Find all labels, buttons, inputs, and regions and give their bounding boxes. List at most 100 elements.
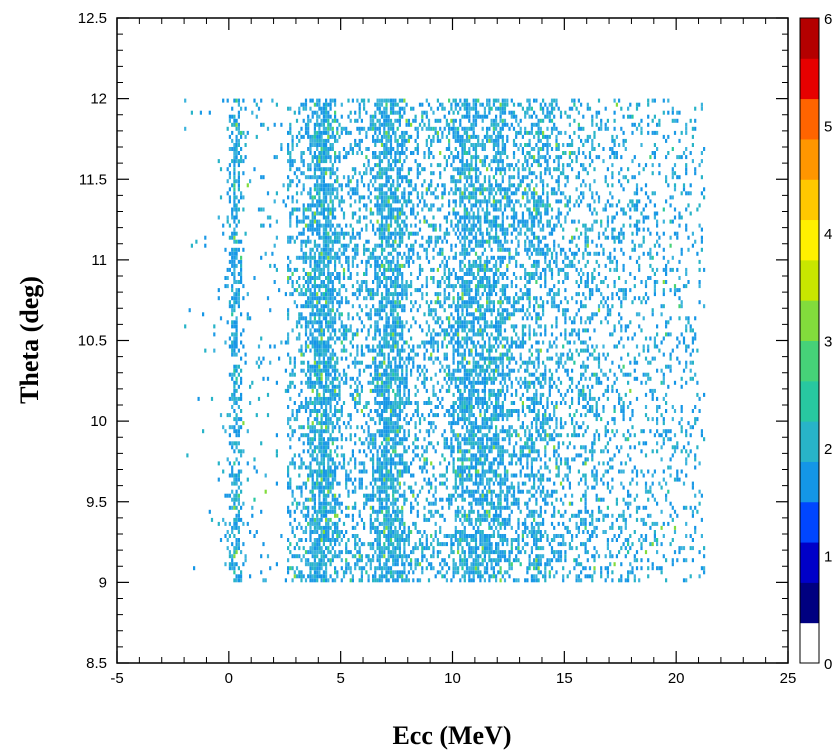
heatmap-cell: [401, 328, 404, 333]
heatmap-cell: [358, 554, 361, 559]
heatmap-cell: [325, 380, 328, 385]
heatmap-cell: [367, 445, 370, 450]
heatmap-cell: [378, 433, 381, 438]
heatmap-cell: [298, 255, 301, 260]
heatmap-cell: [410, 199, 413, 204]
heatmap-cell: [325, 372, 328, 377]
heatmap-cell: [311, 292, 314, 297]
heatmap-cell: [217, 477, 220, 482]
heatmap-cell: [295, 183, 299, 188]
heatmap-cell: [436, 348, 439, 353]
heatmap-cell: [410, 179, 413, 184]
heatmap-cell: [291, 409, 294, 413]
heatmap-cell: [287, 332, 290, 337]
heatmap-cell: [316, 130, 319, 135]
heatmap-cell: [316, 360, 319, 365]
heatmap-cell: [322, 505, 325, 510]
heatmap-cell: [313, 110, 316, 115]
heatmap-cell: [401, 320, 404, 325]
heatmap-cell: [307, 417, 310, 422]
heatmap-cell: [338, 122, 341, 127]
heatmap-cell: [307, 163, 310, 168]
heatmap-cell: [405, 215, 408, 220]
heatmap-cell: [407, 183, 410, 188]
heatmap-cell: [307, 405, 310, 409]
heatmap-cell: [387, 542, 390, 547]
heatmap-cell: [372, 211, 375, 216]
heatmap-cell: [376, 102, 379, 107]
heatmap-cell: [287, 469, 290, 474]
heatmap-cell: [425, 255, 428, 260]
heatmap-cell: [398, 380, 401, 385]
heatmap-cell: [336, 251, 339, 256]
heatmap-cell: [233, 409, 236, 413]
heatmap-cell: [457, 388, 460, 393]
heatmap-cell: [389, 405, 393, 409]
heatmap-cell: [416, 276, 419, 280]
heatmap-cell: [284, 340, 287, 345]
heatmap-cell: [327, 445, 330, 450]
heatmap-cell: [300, 324, 303, 329]
heatmap-cell: [327, 114, 330, 119]
heatmap-cell: [396, 513, 399, 518]
heatmap-cell: [342, 453, 346, 458]
heatmap-cell: [313, 360, 316, 365]
heatmap-cell: [401, 195, 404, 200]
heatmap-cell: [445, 316, 448, 321]
heatmap-cell: [410, 231, 413, 236]
heatmap-cell: [405, 372, 408, 377]
heatmap-cell: [416, 344, 419, 349]
heatmap-cell: [383, 401, 386, 405]
heatmap-cell: [443, 267, 446, 272]
heatmap-cell: [414, 239, 417, 244]
heatmap-cell: [338, 461, 341, 466]
heatmap-cell: [336, 525, 339, 530]
heatmap-cell: [434, 356, 437, 361]
heatmap-cell: [293, 546, 296, 551]
heatmap-cell: [237, 138, 240, 143]
heatmap-cell: [271, 98, 274, 103]
heatmap-cell: [304, 405, 308, 409]
heatmap-cell: [320, 396, 323, 401]
heatmap-cell: [445, 122, 448, 127]
heatmap-cell: [387, 405, 390, 409]
heatmap-cell: [329, 469, 332, 474]
heatmap-cell: [378, 130, 381, 135]
heatmap-cell: [450, 453, 453, 458]
heatmap-cell: [327, 384, 330, 389]
heatmap-cell: [224, 284, 227, 289]
heatmap-cell: [327, 538, 330, 542]
heatmap-cell: [325, 195, 328, 200]
heatmap-cell: [271, 251, 274, 256]
heatmap-cell: [385, 534, 388, 538]
heatmap-cell: [441, 251, 444, 256]
heatmap-cell: [389, 251, 393, 256]
heatmap-cell: [318, 465, 321, 470]
heatmap-cell: [287, 147, 290, 151]
heatmap-cell: [394, 445, 397, 450]
heatmap-cell: [423, 437, 426, 442]
heatmap-cell: [329, 276, 332, 280]
heatmap-cell: [378, 255, 381, 260]
heatmap-cell: [318, 449, 321, 454]
heatmap-cell: [280, 122, 283, 127]
heatmap-cell: [291, 493, 294, 498]
heatmap-cell: [325, 147, 328, 151]
heatmap-cell: [389, 437, 393, 442]
heatmap-cell: [322, 574, 325, 579]
heatmap-cell: [410, 255, 413, 260]
heatmap-cell: [334, 368, 337, 373]
heatmap-cell: [304, 106, 308, 111]
heatmap-cell: [376, 328, 379, 333]
heatmap-cell: [320, 267, 323, 272]
heatmap-cell: [432, 336, 435, 341]
heatmap-cell: [356, 521, 359, 526]
heatmap-cell: [378, 106, 381, 111]
heatmap-cell: [363, 243, 366, 248]
heatmap-cell: [320, 324, 323, 329]
heatmap-cell: [401, 457, 404, 462]
heatmap-cell: [394, 320, 397, 325]
heatmap-cell: [228, 336, 231, 341]
heatmap-cell: [351, 235, 354, 240]
